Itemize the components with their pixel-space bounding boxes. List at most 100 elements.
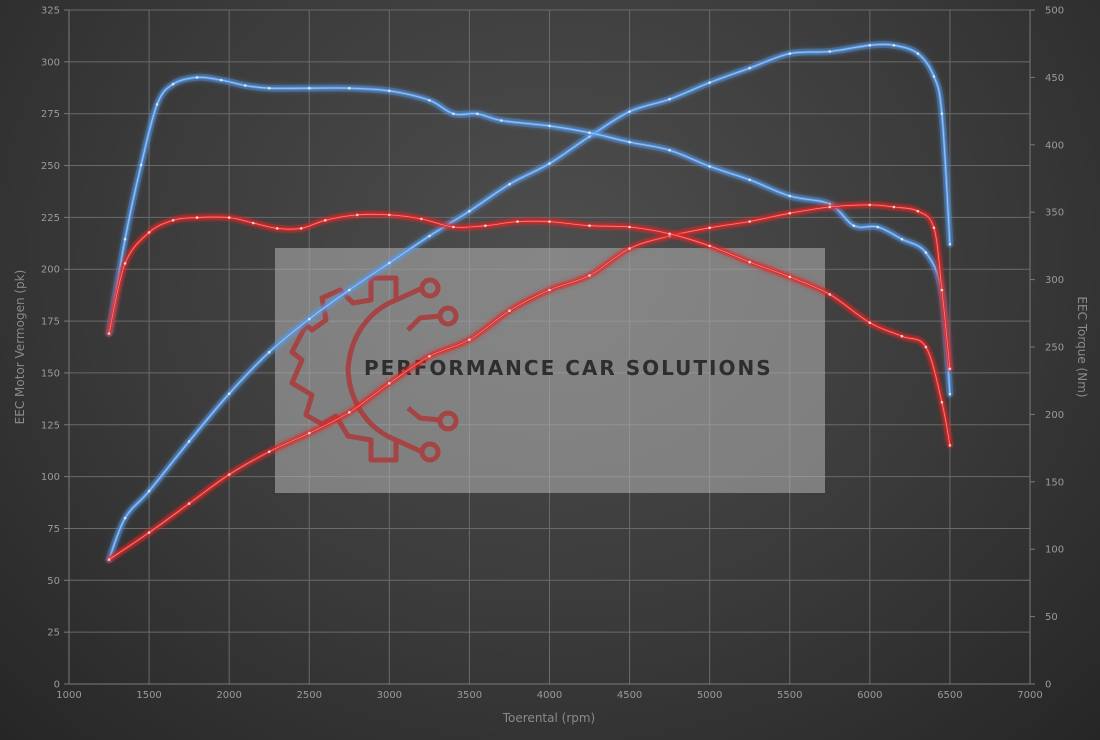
data-point bbox=[708, 81, 711, 84]
gear-circuit-logo-icon bbox=[289, 275, 459, 463]
data-point bbox=[147, 531, 151, 534]
x-tick-label: 1500 bbox=[136, 690, 161, 701]
data-point bbox=[748, 178, 751, 182]
data-point bbox=[940, 112, 944, 115]
data-point bbox=[508, 182, 511, 186]
data-point bbox=[828, 293, 832, 296]
x-axis-title: Toerental (rpm) bbox=[502, 711, 595, 725]
data-point bbox=[868, 203, 872, 207]
data-point bbox=[940, 401, 944, 404]
data-point bbox=[708, 244, 711, 248]
data-point bbox=[516, 220, 519, 223]
data-point bbox=[868, 44, 872, 47]
y-left-axis-ticks: 0 25 50 75 100 125 150 175 200 225 250 275 300 325 bbox=[41, 6, 69, 691]
x-axis-ticks: 1000 1500 2000 2500 3000 3500 4000 4500 5000 5500… bbox=[56, 690, 1042, 701]
y-right-tick-label: 500 bbox=[1045, 6, 1064, 17]
data-point bbox=[788, 52, 792, 55]
data-point bbox=[267, 350, 271, 354]
data-point bbox=[588, 224, 591, 227]
y-left-tick-label: 200 bbox=[41, 265, 60, 276]
data-point bbox=[139, 163, 143, 167]
data-point bbox=[171, 82, 175, 86]
data-point bbox=[628, 247, 631, 250]
data-point bbox=[348, 86, 351, 90]
data-point bbox=[308, 86, 311, 90]
data-point bbox=[428, 234, 431, 238]
data-point bbox=[107, 332, 111, 335]
data-point bbox=[267, 86, 271, 90]
data-point bbox=[948, 367, 952, 371]
data-point bbox=[748, 66, 751, 70]
data-point bbox=[452, 112, 455, 116]
data-point bbox=[852, 224, 856, 227]
data-point bbox=[476, 112, 479, 116]
data-point bbox=[227, 392, 231, 396]
data-point bbox=[708, 165, 711, 168]
data-point bbox=[299, 227, 303, 230]
y-right-axis-title: EEC Torque (Nm) bbox=[1075, 296, 1089, 397]
data-point bbox=[147, 489, 151, 493]
data-point bbox=[388, 261, 391, 265]
data-point bbox=[788, 194, 792, 198]
data-point bbox=[788, 275, 792, 279]
data-point bbox=[548, 288, 551, 292]
data-point bbox=[628, 140, 631, 144]
y-left-tick-label: 50 bbox=[47, 576, 60, 587]
data-point bbox=[227, 216, 231, 219]
data-point bbox=[748, 220, 751, 223]
data-point bbox=[916, 52, 920, 55]
y-right-tick-label: 350 bbox=[1045, 208, 1064, 219]
data-point bbox=[588, 131, 591, 134]
y-left-tick-label: 325 bbox=[41, 6, 60, 17]
series-layer bbox=[105, 40, 954, 564]
data-point bbox=[348, 288, 351, 292]
series-line-highlight bbox=[108, 43, 951, 560]
series-stock-torque bbox=[105, 210, 954, 449]
data-point bbox=[123, 262, 127, 265]
x-tick-label: 6500 bbox=[937, 690, 962, 701]
data-point bbox=[892, 205, 896, 209]
x-tick-label: 5500 bbox=[777, 690, 802, 701]
series-stock-power bbox=[105, 201, 954, 564]
x-tick-label: 6000 bbox=[857, 690, 882, 701]
data-point bbox=[668, 97, 671, 101]
y-left-tick-label: 0 bbox=[54, 680, 60, 691]
data-point bbox=[123, 237, 127, 241]
data-point bbox=[668, 148, 671, 152]
data-point bbox=[484, 224, 487, 227]
data-point bbox=[428, 99, 431, 102]
watermark-text: PERFORMANCE CAR SOLUTIONS bbox=[364, 356, 773, 380]
data-point bbox=[251, 221, 255, 225]
data-point bbox=[324, 219, 327, 222]
x-tick-label: 3500 bbox=[457, 690, 482, 701]
y-right-tick-label: 450 bbox=[1045, 73, 1064, 84]
y-right-axis-ticks: 0 50 100 150 200 250 300 350 400 450 500 bbox=[1030, 6, 1064, 691]
x-tick-label: 7000 bbox=[1017, 690, 1042, 701]
series-tuned-power bbox=[105, 40, 954, 564]
data-point bbox=[420, 217, 423, 221]
x-tick-label: 1000 bbox=[56, 690, 81, 701]
data-point bbox=[147, 231, 151, 234]
y-left-tick-label: 250 bbox=[41, 161, 60, 172]
data-point bbox=[388, 382, 391, 385]
data-point bbox=[924, 251, 928, 254]
y-left-tick-label: 100 bbox=[41, 472, 60, 483]
data-point bbox=[932, 226, 936, 230]
data-point bbox=[668, 232, 671, 236]
data-point bbox=[828, 202, 832, 206]
y-right-tick-label: 200 bbox=[1045, 410, 1064, 421]
data-point bbox=[628, 225, 631, 229]
y-right-tick-label: 250 bbox=[1045, 343, 1064, 354]
data-point bbox=[195, 76, 199, 79]
y-left-tick-label: 225 bbox=[41, 213, 60, 224]
data-point bbox=[900, 334, 904, 338]
data-point bbox=[788, 211, 792, 215]
data-point bbox=[275, 227, 279, 230]
data-point bbox=[428, 355, 431, 358]
data-point bbox=[548, 124, 551, 128]
data-point bbox=[948, 444, 952, 447]
data-point bbox=[828, 205, 832, 209]
y-left-tick-label: 25 bbox=[47, 628, 60, 639]
data-point bbox=[548, 220, 551, 223]
